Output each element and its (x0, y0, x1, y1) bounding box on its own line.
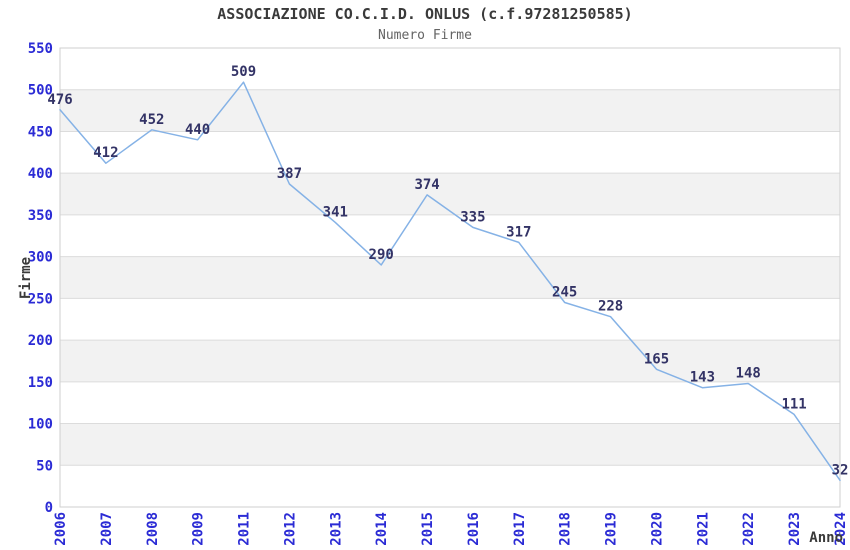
x-axis-title: Anno (809, 530, 843, 546)
y-axis-title: Firme (18, 257, 34, 299)
plot-band (60, 340, 840, 382)
x-tick-label: 2013 (328, 512, 344, 546)
data-label: 412 (93, 145, 118, 161)
plot-band (60, 173, 840, 215)
x-tick-label: 2012 (282, 512, 298, 546)
y-tick-label: 250 (28, 291, 53, 307)
x-tick-label: 2015 (420, 512, 436, 546)
x-tick-label: 2007 (99, 512, 115, 546)
y-tick-label: 200 (28, 333, 53, 349)
y-tick-label: 400 (28, 166, 53, 182)
plot-band (60, 256, 840, 299)
x-tick-label: 2014 (374, 512, 390, 546)
plot-border (59, 47, 841, 508)
x-tick-label: 2011 (237, 512, 253, 546)
x-tick-label: 2023 (787, 512, 803, 546)
data-label: 509 (231, 64, 256, 80)
data-line (59, 81, 841, 482)
y-tick-label: 500 (28, 83, 53, 99)
x-tick-label: 2022 (741, 512, 757, 546)
data-label: 374 (414, 177, 439, 193)
y-tick-label: 150 (28, 375, 53, 391)
x-tick-label: 2008 (145, 512, 161, 546)
data-label: 440 (185, 122, 210, 138)
y-tick-label: 50 (36, 458, 53, 474)
x-tick-label: 2020 (650, 512, 666, 546)
x-tick-label: 2017 (512, 512, 528, 546)
chart-subtitle: Numero Firme (378, 28, 472, 43)
x-tick-label: 2006 (53, 512, 69, 546)
y-tick-label: 100 (28, 417, 53, 433)
data-label: 387 (277, 166, 302, 182)
x-tick-label: 2016 (466, 512, 482, 546)
data-label: 111 (781, 396, 806, 412)
plot-band (60, 423, 840, 466)
plot-band (60, 89, 840, 132)
data-label: 335 (460, 209, 485, 225)
data-label: 228 (598, 299, 623, 315)
chart-title: ASSOCIAZIONE CO.C.I.D. ONLUS (c.f.972812… (217, 5, 633, 23)
y-tick-label: 550 (28, 41, 53, 57)
y-tick-label: 0 (45, 500, 53, 516)
y-tick-label: 350 (28, 208, 53, 224)
data-label: 476 (47, 92, 72, 108)
x-tick-label: 2024 (833, 512, 849, 546)
data-label: 143 (690, 370, 715, 386)
data-label: 165 (644, 351, 669, 367)
data-label: 148 (736, 366, 761, 382)
data-label: 341 (323, 204, 348, 220)
data-label: 245 (552, 285, 577, 301)
x-tick-label: 2009 (191, 512, 207, 546)
x-tick-label: 2018 (558, 512, 574, 546)
data-label: 290 (369, 247, 394, 263)
y-tick-label: 300 (28, 250, 53, 266)
x-tick-label: 2019 (604, 512, 620, 546)
data-label: 452 (139, 112, 164, 128)
y-tick-label: 450 (28, 124, 53, 140)
data-label: 317 (506, 224, 531, 240)
data-label: 32 (832, 462, 849, 478)
x-tick-label: 2021 (695, 512, 711, 546)
